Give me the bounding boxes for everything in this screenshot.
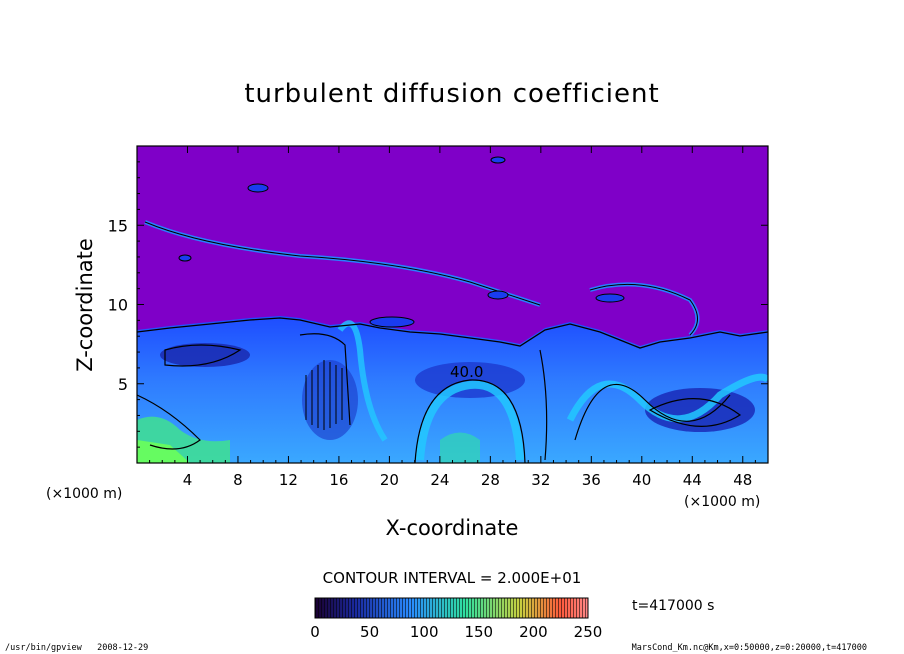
colorbar-ticks: 0 50 100 150 200 250	[310, 623, 602, 641]
colorbar-tick-label: 0	[310, 623, 320, 641]
footer-left: /usr/bin/gpview 2008-12-29	[5, 643, 148, 653]
contour-line	[299, 333, 351, 426]
x-tick-label: 44	[683, 471, 702, 489]
contour-line	[164, 344, 242, 367]
blobs	[178, 156, 625, 328]
x-tick-label: 24	[430, 471, 449, 489]
x-axis-unit: (×1000 m)	[684, 494, 760, 510]
y-axis-title: Z-coordinate	[73, 238, 97, 372]
y-axis-ticks: 5 10 15	[108, 161, 768, 448]
streak	[589, 283, 698, 336]
x-tick-label: 8	[233, 471, 243, 489]
colorbar-frame	[314, 597, 589, 619]
contour-line	[574, 383, 731, 441]
colorbar-tick-label: 100	[410, 623, 439, 641]
contour-value-label: 40.0	[450, 363, 483, 381]
y-tick-label: 15	[108, 216, 128, 235]
colorbar-tick-label: 50	[360, 623, 379, 641]
y-tick-label: 5	[118, 375, 128, 394]
x-tick-label: 12	[279, 471, 298, 489]
contour-line	[137, 394, 201, 450]
colorbar-tick-label: 150	[464, 623, 493, 641]
colorbar-tick-label: 200	[519, 623, 548, 641]
contour-line	[648, 398, 742, 427]
swirl	[416, 380, 524, 461]
contour-interval-text: CONTOUR INTERVAL = 2.000E+01	[323, 569, 582, 587]
streak	[144, 221, 541, 306]
x-tick-label: 28	[481, 471, 500, 489]
y-axis-unit: (×1000 m)	[46, 486, 122, 502]
time-label: t=417000 s	[632, 598, 714, 614]
colorbar-stripes	[315, 598, 588, 618]
x-tick-label: 40	[632, 471, 651, 489]
contour-line	[414, 379, 526, 463]
footer-right: MarsCond_Km.nc@Km,x=0:50000,z=0:20000,t=…	[632, 643, 867, 653]
x-tick-label: 20	[380, 471, 399, 489]
x-axis-title: X-coordinate	[386, 516, 519, 540]
striations	[305, 360, 343, 430]
contour-line	[539, 349, 548, 461]
colorbar-tick-label: 250	[574, 623, 603, 641]
x-tick-label: 4	[183, 471, 193, 489]
x-tick-label: 32	[531, 471, 550, 489]
high-value-patch	[137, 440, 190, 463]
plot-area: 40.0	[137, 146, 768, 463]
swirl	[337, 320, 388, 442]
contour-line	[137, 317, 768, 349]
colorbar: 0 50 100 150 200 250	[310, 597, 602, 641]
x-axis-ticks: 4 8 12 16 20 24 28 32 36 40 44 48	[149, 146, 756, 489]
x-tick-label: 48	[733, 471, 752, 489]
eddy	[160, 343, 250, 367]
x-tick-label: 36	[582, 471, 601, 489]
x-tick-label: 16	[329, 471, 348, 489]
high-value-patch	[440, 432, 480, 463]
y-tick-label: 10	[108, 296, 128, 315]
chart-title: turbulent diffusion coefficient	[244, 79, 659, 109]
